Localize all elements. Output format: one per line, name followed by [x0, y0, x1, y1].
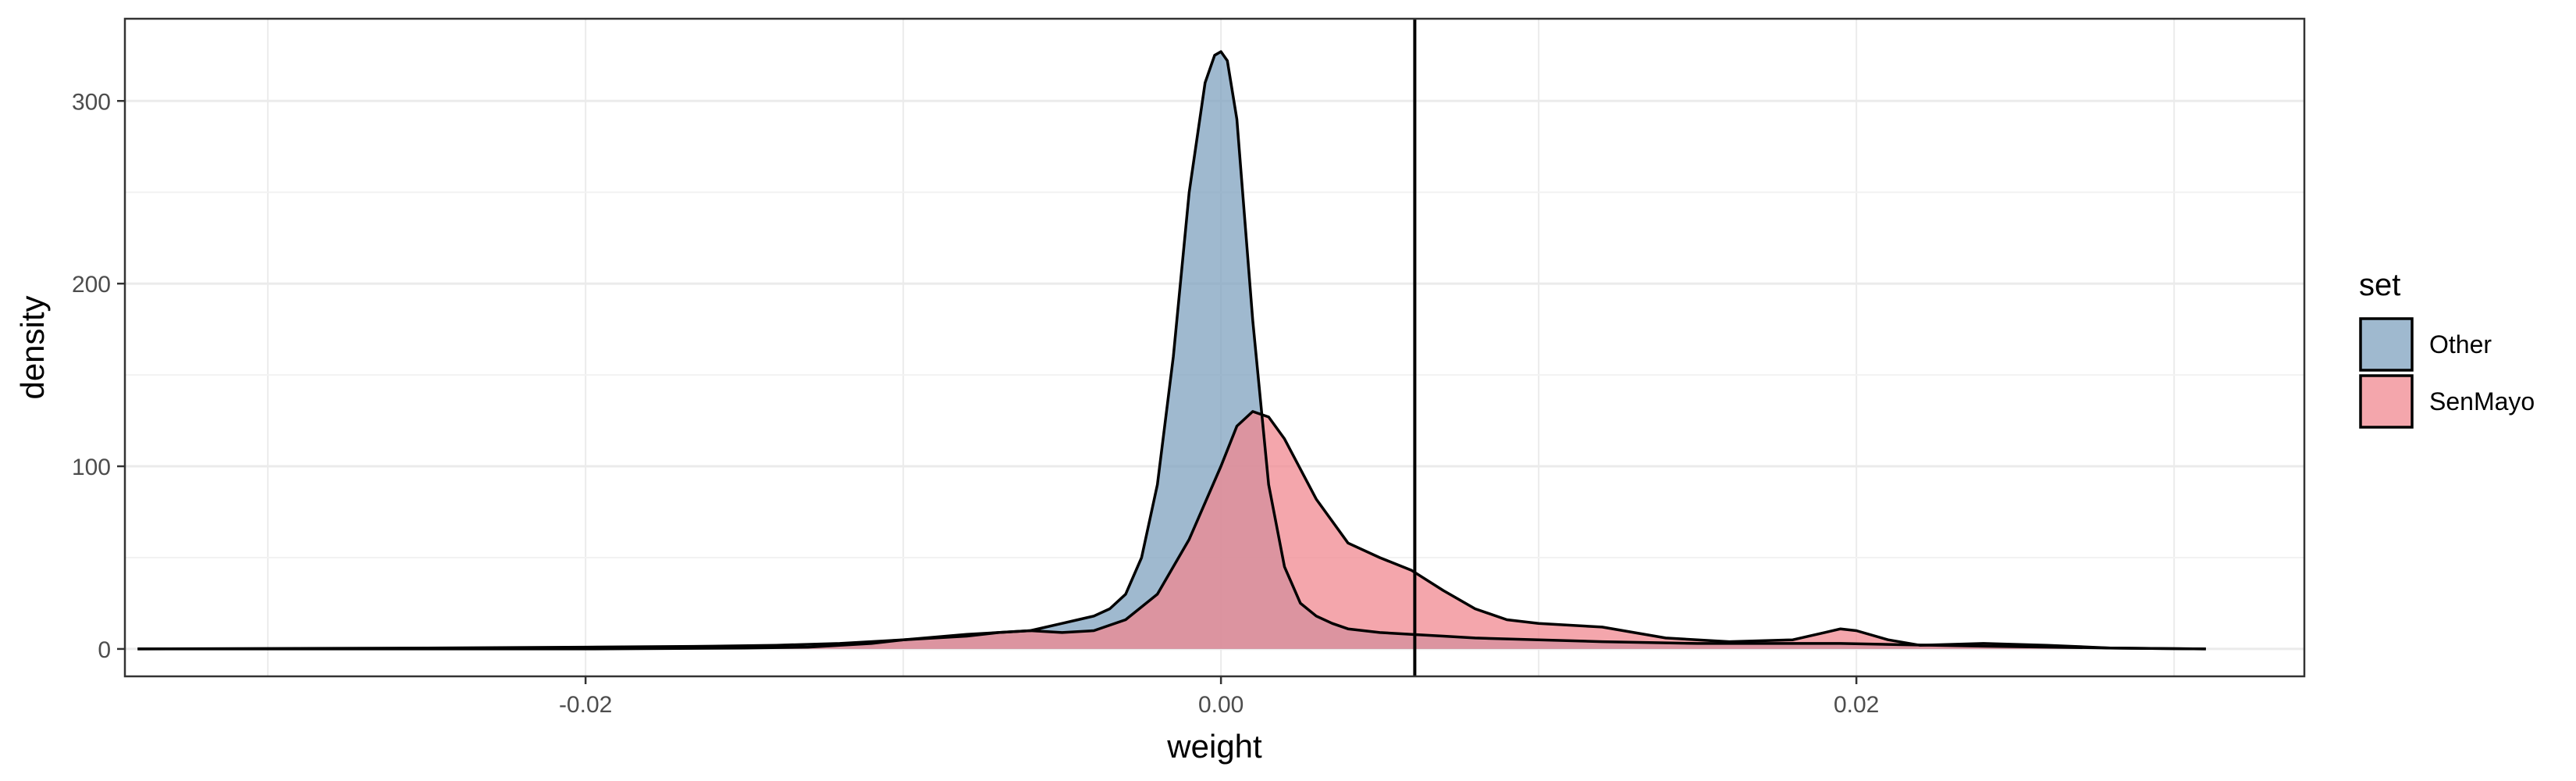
plot-border — [123, 17, 2306, 678]
legend-label-other: Other — [2429, 330, 2492, 358]
legend-key-other — [2359, 317, 2414, 372]
x-tick-label: -0.02 — [559, 692, 612, 718]
legend: set Other SenMayo — [2359, 268, 2535, 429]
y-tick-label: 200 — [72, 272, 111, 298]
x-tick-label: 0.00 — [1198, 692, 1244, 718]
legend-label-senmayo: SenMayo — [2429, 387, 2535, 415]
density-line-senmayo — [137, 410, 2206, 651]
legend-items: Other SenMayo — [2359, 317, 2535, 429]
x-axis-title: weight — [1166, 728, 1262, 765]
y-tick-label: 300 — [72, 89, 111, 115]
y-tick-label: 0 — [98, 637, 111, 663]
area-senmayo — [137, 411, 2206, 649]
x-axis-ticks: -0.02 0.00 0.02 — [559, 676, 1879, 718]
y-tick-label: 100 — [72, 455, 111, 480]
area-other — [137, 52, 2206, 649]
density-areas — [137, 50, 2206, 651]
y-axis-ticks: 0 100 200 300 — [72, 89, 125, 663]
legend-title: set — [2359, 268, 2400, 302]
legend-key-senmayo — [2359, 374, 2414, 429]
y-axis-title: density — [14, 295, 51, 399]
density-line-other — [137, 50, 2206, 651]
x-tick-label: 0.02 — [1834, 692, 1879, 718]
